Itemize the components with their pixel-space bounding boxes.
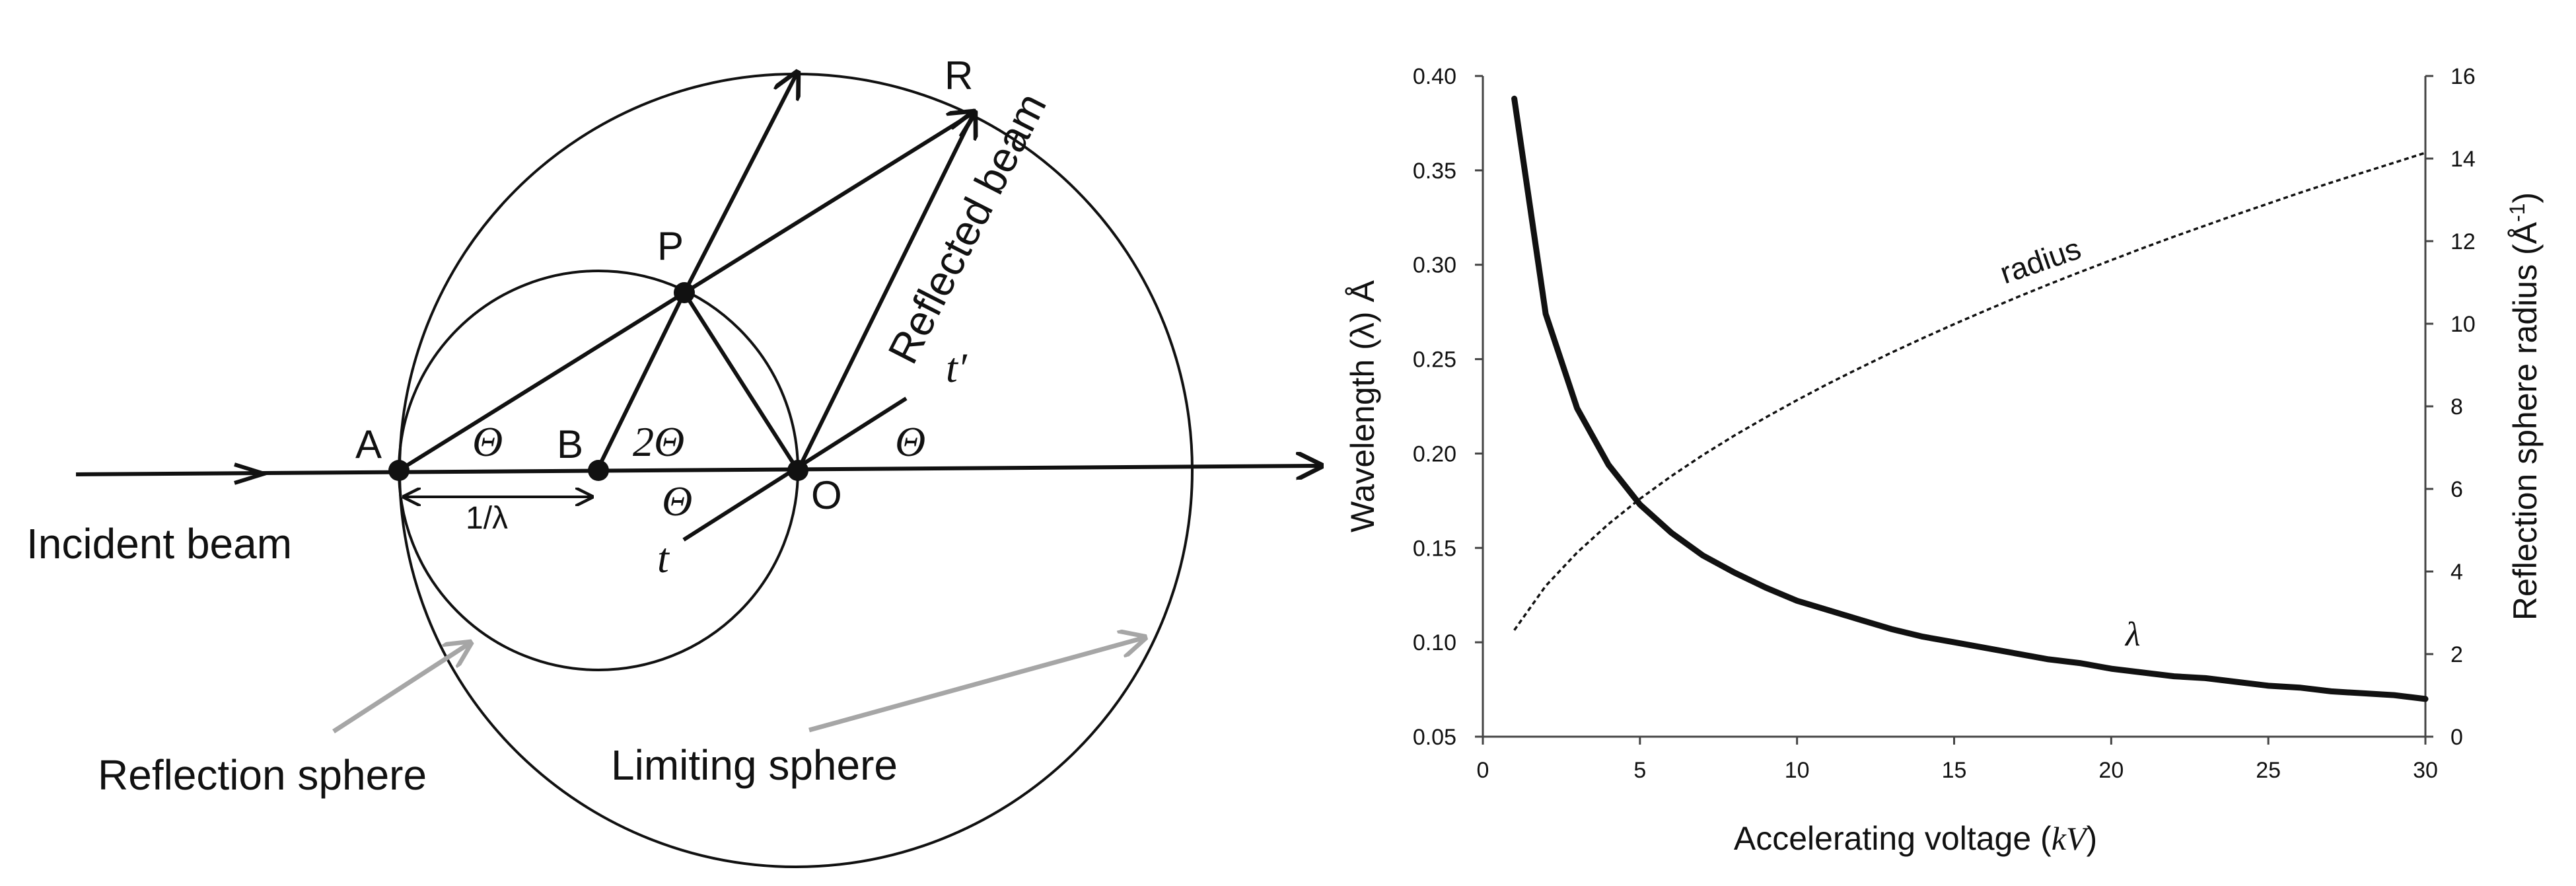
label-incident-beam: Incident beam xyxy=(26,520,292,568)
label-reflection-sphere: Reflection sphere xyxy=(98,751,427,799)
point-o-dot xyxy=(787,460,808,481)
series-lambda-line xyxy=(1511,95,2429,702)
label-p: P xyxy=(657,224,684,268)
y2-tick-label-1: 2 xyxy=(2451,642,2463,667)
ewald-diagram: A B P O R Θ 2Θ Θ Θ t t′ 1/λ Incident bea… xyxy=(26,54,1321,868)
reflected-beam-line xyxy=(796,112,974,472)
y-ticks-right: 0 2 4 6 8 10 12 14 16 xyxy=(2425,64,2476,750)
point-b-dot xyxy=(588,460,609,481)
label-t-prime: t′ xyxy=(946,344,968,391)
incident-beam-line xyxy=(75,466,1321,474)
y-tick-label-0: 0.05 xyxy=(1413,725,1456,750)
y-tick-label-1: 0.10 xyxy=(1413,630,1456,655)
y2-tick-label-5: 10 xyxy=(2451,312,2476,337)
limiting-sphere-pointer xyxy=(808,638,1145,733)
reflection-sphere-pointer xyxy=(332,643,470,733)
y-tick-label-2: 0.15 xyxy=(1413,536,1456,561)
series-lambda-label: λ xyxy=(2124,616,2141,653)
segment-p-to-o xyxy=(682,291,800,472)
angle-theta-right: Θ xyxy=(895,418,925,465)
segment-b-to-p xyxy=(595,291,686,472)
series-radius-line xyxy=(1513,151,2426,631)
point-a-dot xyxy=(388,460,410,481)
y2-tick-label-8: 16 xyxy=(2451,64,2476,89)
y-tick-label-3: 0.20 xyxy=(1413,441,1456,466)
x-ticks: 0 5 10 15 20 25 30 xyxy=(1477,737,2438,783)
y-axis-right-label: Reflection sphere radius (Å-1) xyxy=(2505,192,2544,620)
x-tick-label-2: 10 xyxy=(1785,758,1810,783)
series-radius-label: radius xyxy=(1995,231,2085,290)
label-t: t xyxy=(657,535,670,581)
label-o: O xyxy=(811,473,842,517)
y-ticks-left: 0.05 0.10 0.15 0.20 0.25 0.30 0.35 0.40 xyxy=(1413,64,1483,750)
label-b: B xyxy=(557,422,583,466)
y-tick-label-4: 0.25 xyxy=(1413,348,1456,373)
ray-p-upward xyxy=(682,73,797,294)
point-p-dot xyxy=(674,282,695,303)
wavelength-chart: 0 5 10 15 20 25 30 0.050.100.150.200.250.300.3… xyxy=(1344,64,2544,857)
x-tick-label-0: 0 xyxy=(1477,758,1489,783)
angle-theta-o: Θ xyxy=(662,478,692,525)
x-tick-label-3: 15 xyxy=(1942,758,1967,783)
x-tick-label-4: 20 xyxy=(2098,758,2124,783)
y-tick-label-7: 0.40 xyxy=(1413,64,1456,89)
y2-tick-label-3: 6 xyxy=(2451,477,2463,502)
x-tick-label-1: 5 xyxy=(1633,758,1646,783)
y2-tick-label-0: 0 xyxy=(2451,725,2463,750)
label-a: A xyxy=(355,422,382,466)
angle-two-theta: 2Θ xyxy=(633,418,684,465)
y2-tick-label-4: 8 xyxy=(2451,394,2463,420)
label-limiting-sphere: Limiting sphere xyxy=(611,741,898,789)
label-inv-wavelength: 1/λ xyxy=(466,501,508,536)
angle-theta-a: Θ xyxy=(472,418,503,465)
incident-beam-arrowhead xyxy=(234,462,271,485)
y-axis-left-label: Wavelength (λ) Å xyxy=(1344,280,1381,533)
y-tick-label-5: 0.30 xyxy=(1413,253,1456,278)
x-axis-label: Accelerating voltage (kV) xyxy=(1734,820,2097,857)
y2-tick-label-6: 12 xyxy=(2451,229,2476,254)
y-tick-label-6: 0.35 xyxy=(1413,159,1456,184)
label-r: R xyxy=(945,54,973,98)
y2-tick-label-2: 4 xyxy=(2451,560,2463,585)
y2-tick-label-7: 14 xyxy=(2451,147,2476,172)
x-tick-label-5: 25 xyxy=(2256,758,2281,783)
x-tick-label-6: 30 xyxy=(2413,758,2438,783)
